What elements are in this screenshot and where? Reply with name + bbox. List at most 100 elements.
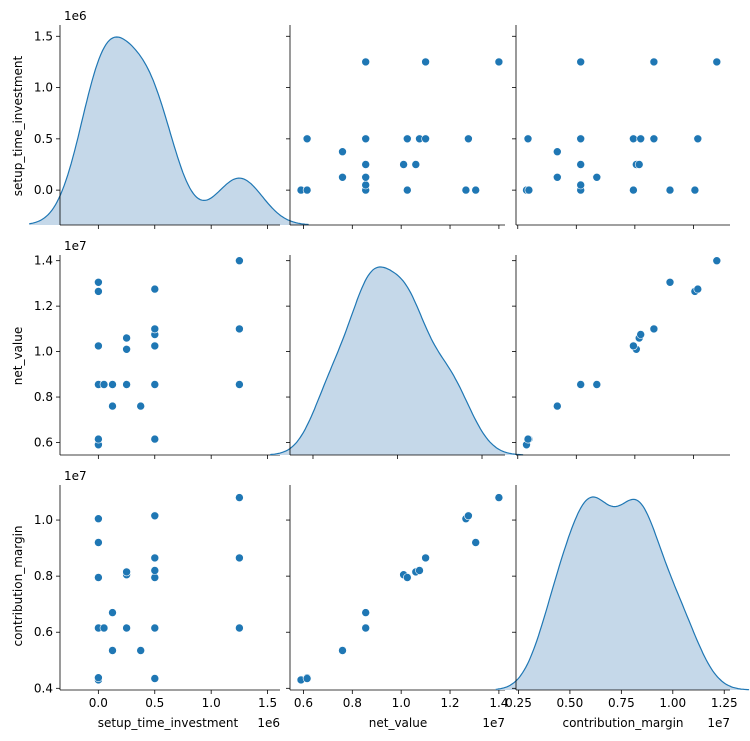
point-20: [464, 134, 473, 144]
panel-net-value-vs-setup-time-investment: 0.6 0.8 1.0 1.2 1.4 1e7: [34, 239, 280, 459]
point-2: [302, 674, 312, 683]
x-tick-label: 1.00: [659, 696, 686, 710]
point-9: [108, 646, 117, 655]
point-8: [361, 173, 371, 182]
point-2: [302, 134, 312, 144]
panel-net-value-vs-contribution-margin: [512, 255, 730, 459]
panel-setup-time-investment-vs-net-value: [286, 25, 505, 229]
point-13: [402, 185, 412, 195]
point-20: [150, 511, 160, 521]
point-9: [338, 173, 347, 182]
point-3: [235, 380, 244, 389]
kde-fill-contribution-margin: [495, 497, 750, 690]
point-10: [338, 147, 347, 156]
y-offset-text: 1e7: [64, 239, 87, 253]
point-3: [235, 623, 244, 633]
point-11: [402, 134, 412, 144]
point-8: [108, 380, 117, 389]
y-axis-label-contribution-margin: contribution_margin: [11, 525, 25, 646]
point-2: [523, 134, 533, 144]
point-8: [592, 173, 602, 182]
point-4: [150, 380, 160, 389]
point-10: [552, 147, 562, 156]
x-offset-text: 1e7: [707, 716, 730, 730]
point-7: [576, 180, 586, 190]
y-axis-labels: setup_time_investment net_value contribu…: [11, 55, 25, 646]
x-tick-label: 0.5: [145, 696, 164, 710]
panel-contribution-margin-vs-net-value: 0.6 0.8 1.0 1.2 1.4 1e7: [286, 485, 508, 730]
point-17: [421, 553, 430, 563]
point-1: [302, 185, 312, 195]
x-axis-label-contribution-margin: contribution_margin: [562, 716, 683, 730]
panel-setup-time-investment-vs-contribution-margin: [512, 25, 730, 229]
point-19: [461, 185, 471, 195]
y-offset-text: 1e7: [64, 469, 87, 483]
point-14: [122, 333, 131, 343]
point-11: [150, 341, 160, 351]
y-tick-label: 0.8: [34, 569, 53, 583]
point-7: [361, 623, 371, 633]
point-17: [235, 324, 244, 334]
point-18: [94, 538, 103, 547]
y-tick-label: 0.5: [34, 132, 53, 146]
x-tick-label: 1.0: [392, 696, 411, 710]
point-16: [150, 553, 160, 563]
point-21: [494, 57, 504, 67]
point-1: [94, 673, 103, 683]
point-16: [649, 134, 659, 144]
point-4: [150, 623, 160, 633]
point-14: [411, 160, 421, 169]
y-tick-label: 1.0: [34, 513, 53, 527]
point-12: [122, 344, 131, 354]
x-tick-label: 0.75: [608, 696, 635, 710]
point-17: [235, 553, 244, 563]
point-2: [150, 434, 160, 444]
panel-setup-time-investment-vs-setup-time-investment: 0.0 0.5 1.0 1.5 1e6: [29, 9, 309, 229]
panel-net-value-vs-net-value: [270, 255, 524, 459]
point-15: [150, 566, 160, 575]
x-offset-text: 1e6: [257, 716, 280, 730]
kde-fill-setup-time-investment: [29, 37, 309, 225]
point-13: [629, 185, 638, 195]
point-16: [421, 134, 430, 144]
point-2: [150, 674, 160, 683]
point-18: [665, 277, 675, 287]
point-8: [361, 608, 371, 617]
point-7: [361, 180, 371, 190]
x-tick-label: 0.0: [89, 696, 108, 710]
kde-line-net-value: [270, 266, 524, 456]
y-tick-label: 1.4: [34, 254, 53, 268]
y-tick-label: 0.8: [34, 390, 53, 404]
x-tick-label: 0.50: [557, 696, 584, 710]
y-axis-label-net-value: net_value: [11, 327, 25, 385]
point-15: [636, 330, 646, 339]
point-5: [361, 160, 371, 169]
kde-fill-net-value: [270, 267, 524, 455]
point-15: [636, 134, 646, 144]
point-1: [524, 185, 534, 195]
point-17: [649, 324, 659, 334]
point-19: [94, 287, 103, 296]
point-4: [361, 134, 371, 144]
point-19: [690, 185, 700, 195]
x-tick-label: 1.25: [711, 696, 738, 710]
x-tick-label: 1.0: [202, 696, 221, 710]
point-18: [665, 185, 675, 195]
point-15: [415, 566, 424, 575]
panel-contribution-margin-vs-setup-time-investment: 0.0 0.5 1.0 1.5 1e6 0.4 0.6 0.8 1.0 1e7: [34, 469, 280, 730]
point-13: [94, 341, 103, 351]
point-3: [361, 57, 371, 67]
point-9: [108, 401, 117, 411]
y-tick-label: 1.2: [34, 299, 53, 313]
y-tick-label: 0.0: [34, 183, 53, 197]
point-21: [712, 256, 722, 266]
point-12: [399, 160, 408, 169]
x-axis-label-net-value: net_value: [369, 716, 427, 730]
panels-layer: 0.0 0.5 1.0 1.5 1e6 0.6 0.8 1.0 1.2 1.4 1e7 0.0 0.5 1…: [29, 9, 750, 730]
x-tick-label: 1.4: [489, 696, 508, 710]
point-20: [150, 284, 160, 294]
point-21: [712, 57, 722, 67]
point-13: [94, 573, 103, 582]
point-10: [552, 401, 562, 411]
